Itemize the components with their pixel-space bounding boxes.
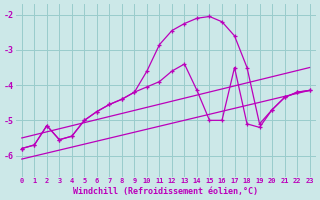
X-axis label: Windchill (Refroidissement éolien,°C): Windchill (Refroidissement éolien,°C) xyxy=(73,187,258,196)
